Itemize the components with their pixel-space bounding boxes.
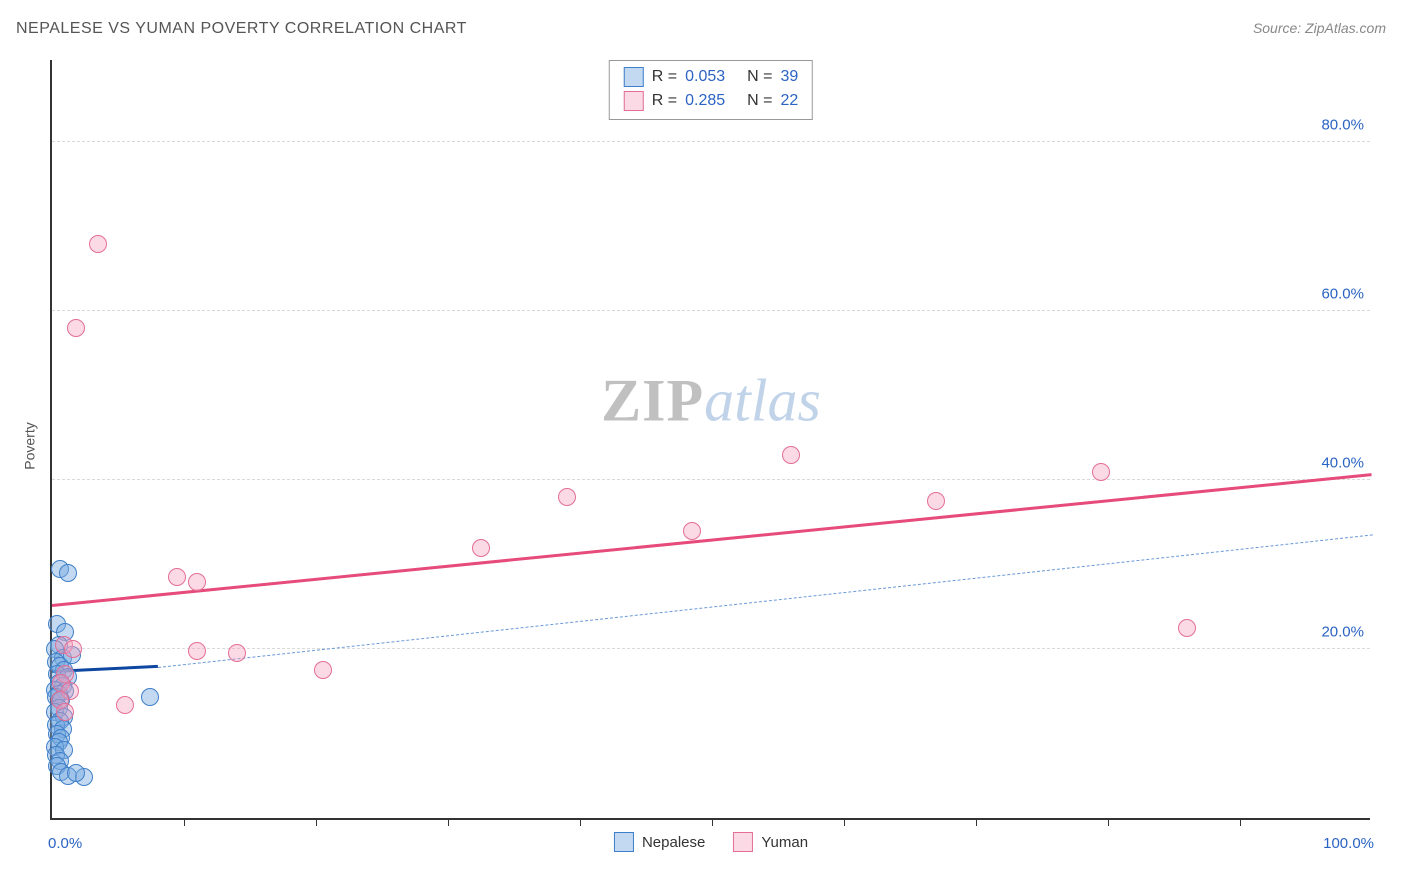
x-tick xyxy=(1240,818,1241,826)
legend-swatch xyxy=(614,832,634,852)
gridline xyxy=(52,479,1370,480)
stat-r-label: R = xyxy=(652,92,677,110)
stats-row: R = 0.285 N = 22 xyxy=(624,89,798,113)
stat-r-label: R = xyxy=(652,68,677,86)
scatter-marker xyxy=(927,492,945,510)
y-tick-label: 40.0% xyxy=(1321,455,1364,472)
scatter-marker xyxy=(188,573,206,591)
x-tick xyxy=(1108,818,1109,826)
scatter-marker xyxy=(59,564,77,582)
scatter-marker xyxy=(314,661,332,679)
scatter-marker xyxy=(168,568,186,586)
scatter-marker xyxy=(228,644,246,662)
scatter-marker xyxy=(64,640,82,658)
scatter-plot: ZIPatlas R =0.053N =39R =0.285N =22 Nepa… xyxy=(50,60,1370,820)
watermark-zip: ZIP xyxy=(601,368,704,434)
x-tick xyxy=(844,818,845,826)
x-tick xyxy=(976,818,977,826)
stats-row: R = 0.053 N = 39 xyxy=(624,65,798,89)
trend-line xyxy=(52,473,1372,607)
gridline xyxy=(52,310,1370,311)
series-legend: Nepalese Yuman xyxy=(614,832,808,852)
scatter-marker xyxy=(141,688,159,706)
chart-title: NEPALESE VS YUMAN POVERTY CORRELATION CH… xyxy=(16,20,467,38)
scatter-marker xyxy=(89,235,107,253)
x-tick xyxy=(580,818,581,826)
scatter-marker xyxy=(472,539,490,557)
scatter-marker xyxy=(782,446,800,464)
scatter-marker xyxy=(1092,463,1110,481)
x-tick xyxy=(712,818,713,826)
legend-item: Yuman xyxy=(733,832,808,852)
gridline xyxy=(52,648,1370,649)
legend-label: Nepalese xyxy=(642,834,705,851)
stat-n-label: N = xyxy=(747,68,772,86)
scatter-marker xyxy=(116,696,134,714)
legend-swatch xyxy=(624,67,644,87)
legend-label: Yuman xyxy=(761,834,808,851)
stat-r-value: 0.285 xyxy=(685,92,739,110)
watermark: ZIPatlas xyxy=(601,367,821,436)
stat-r-value: 0.053 xyxy=(685,68,739,86)
x-tick-label: 100.0% xyxy=(1323,835,1374,852)
x-tick xyxy=(316,818,317,826)
legend-swatch xyxy=(733,832,753,852)
chart-source: Source: ZipAtlas.com xyxy=(1253,20,1386,36)
stat-n-label: N = xyxy=(747,92,772,110)
watermark-atlas: atlas xyxy=(704,368,821,434)
y-tick-label: 60.0% xyxy=(1321,286,1364,303)
x-tick-label: 0.0% xyxy=(48,835,82,852)
scatter-marker xyxy=(56,703,74,721)
gridline xyxy=(52,141,1370,142)
x-tick xyxy=(184,818,185,826)
y-tick-label: 80.0% xyxy=(1321,117,1364,134)
stat-n-value: 39 xyxy=(780,68,798,86)
y-axis-label: Poverty xyxy=(22,422,38,469)
scatter-marker xyxy=(683,522,701,540)
scatter-marker xyxy=(188,642,206,660)
stat-n-value: 22 xyxy=(780,92,798,110)
legend-item: Nepalese xyxy=(614,832,705,852)
x-tick xyxy=(448,818,449,826)
scatter-marker xyxy=(67,764,85,782)
scatter-marker xyxy=(67,319,85,337)
legend-swatch xyxy=(624,91,644,111)
scatter-marker xyxy=(558,488,576,506)
scatter-marker xyxy=(1178,619,1196,637)
correlation-stats-box: R = 0.053 N = 39 R = 0.285 N = 22 xyxy=(609,60,813,120)
y-tick-label: 20.0% xyxy=(1321,624,1364,641)
